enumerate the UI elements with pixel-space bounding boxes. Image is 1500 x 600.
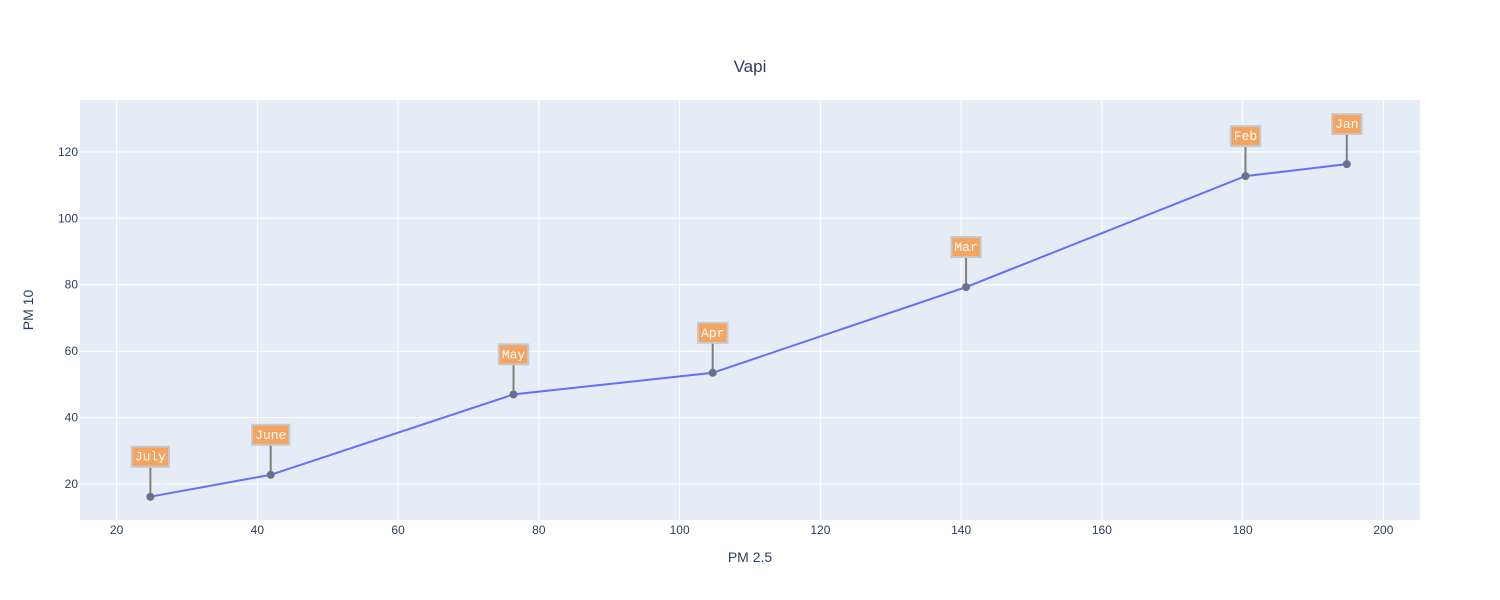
y-tick-label: 40	[65, 411, 79, 425]
point-annotation: July	[130, 445, 170, 494]
data-point[interactable]	[146, 492, 155, 501]
x-tick-label: 20	[110, 523, 124, 537]
x-gridlines	[116, 100, 1384, 520]
x-tick-label: 80	[532, 523, 546, 537]
data-point[interactable]	[1241, 172, 1250, 181]
x-tick-label: 60	[391, 523, 405, 537]
y-tick-label: 80	[65, 278, 79, 292]
y-gridlines	[80, 151, 1420, 485]
x-tick-label: 200	[1373, 523, 1393, 537]
annotation-label: May	[502, 347, 526, 362]
x-tick-label: 40	[251, 523, 265, 537]
y-tick-label: 100	[58, 211, 78, 225]
y-tick-label: 120	[58, 145, 78, 159]
data-point[interactable]	[266, 470, 275, 479]
plot-area	[80, 100, 1420, 520]
chart-title: Vapi	[734, 57, 767, 76]
y-tick-label: 60	[65, 344, 79, 358]
annotation-label: Apr	[701, 326, 724, 341]
annotation-label: Mar	[954, 240, 977, 255]
data-point[interactable]	[962, 283, 971, 292]
y-tick-label: 20	[65, 477, 79, 491]
x-tick-labels: 20 40 60 80 100 120 140 160 180 200	[110, 523, 1394, 537]
x-tick-label: 180	[1233, 523, 1253, 537]
annotations: July June May Apr Mar Feb Jan	[130, 113, 1363, 494]
point-annotation: Jan	[1331, 113, 1363, 162]
annotation-label: July	[135, 450, 166, 465]
annotation-box	[696, 321, 729, 344]
x-tick-label: 100	[670, 523, 690, 537]
y-axis-title: PM 10	[20, 290, 36, 331]
x-axis-title: PM 2.5	[728, 549, 773, 565]
point-annotation: Apr	[696, 321, 729, 370]
y-tick-labels: 20 40 60 80 100 120	[58, 145, 78, 491]
annotation-box	[497, 343, 530, 366]
x-tick-label: 140	[951, 523, 971, 537]
point-annotation: Mar	[950, 236, 982, 285]
data-point[interactable]	[509, 390, 518, 399]
x-tick-label: 120	[810, 523, 830, 537]
point-annotation: Feb	[1229, 125, 1262, 174]
annotation-box	[130, 445, 170, 468]
annotation-box	[1331, 113, 1363, 136]
annotation-box	[950, 236, 982, 259]
point-annotation: May	[497, 343, 530, 392]
annotation-label: Jan	[1335, 117, 1358, 132]
annotation-label: June	[255, 428, 286, 443]
data-point[interactable]	[708, 368, 717, 377]
annotation-box	[251, 423, 291, 446]
data-point[interactable]	[1342, 160, 1351, 169]
annotation-box	[1229, 125, 1262, 148]
data-points	[146, 160, 1351, 501]
x-tick-label: 160	[1092, 523, 1112, 537]
point-annotation: June	[251, 423, 291, 472]
annotation-label: Feb	[1234, 129, 1257, 144]
